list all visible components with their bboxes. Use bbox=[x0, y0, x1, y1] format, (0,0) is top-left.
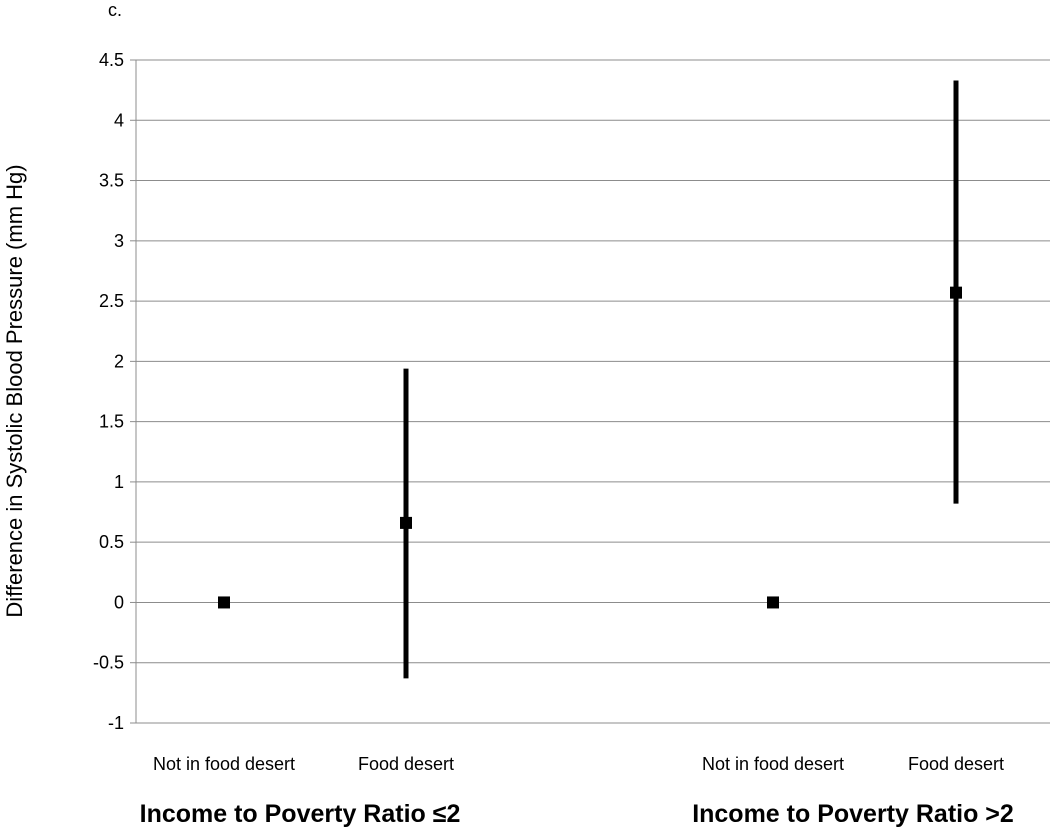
y-tick-label: -0.5 bbox=[93, 653, 124, 673]
data-point bbox=[767, 596, 779, 609]
data-point bbox=[218, 596, 230, 609]
data-point bbox=[950, 286, 962, 299]
y-tick-label: -1 bbox=[108, 713, 124, 733]
category-label: Not in food desert bbox=[153, 754, 295, 774]
y-axis-label: Difference in Systolic Blood Pressure (m… bbox=[2, 164, 27, 617]
category-label: Food desert bbox=[358, 754, 454, 774]
y-tick-label: 3.5 bbox=[99, 171, 124, 191]
category-labels: Not in food desert Food desert Not in food… bbox=[153, 754, 1004, 774]
y-tick-labels: -1 -0.5 0 0.5 1 1.5 2 2.5 3 3.5 4 4.5 bbox=[93, 50, 124, 733]
y-tick-label: 0.5 bbox=[99, 532, 124, 552]
category-label: Not in food desert bbox=[702, 754, 844, 774]
y-tick-label: 4.5 bbox=[99, 50, 124, 70]
group-labels: Income to Poverty Ratio ≤2 Income to Pove… bbox=[140, 800, 1014, 828]
panel-label: c. bbox=[108, 0, 122, 20]
data-marks bbox=[218, 80, 962, 679]
y-tick-label: 2.5 bbox=[99, 291, 124, 311]
axes bbox=[130, 59, 1050, 724]
y-tick-label: 1 bbox=[114, 472, 124, 492]
y-tick-label: 1.5 bbox=[99, 412, 124, 432]
group-label: Income to Poverty Ratio ≤2 bbox=[140, 800, 461, 828]
y-tick-label: 2 bbox=[114, 351, 124, 371]
y-tick-label: 3 bbox=[114, 231, 124, 251]
category-label: Food desert bbox=[908, 754, 1004, 774]
gridlines bbox=[136, 59, 1050, 664]
y-tick-label: 4 bbox=[114, 110, 124, 130]
group-label: Income to Poverty Ratio >2 bbox=[692, 800, 1014, 828]
data-point bbox=[400, 516, 412, 529]
y-tick-label: 0 bbox=[114, 592, 124, 612]
